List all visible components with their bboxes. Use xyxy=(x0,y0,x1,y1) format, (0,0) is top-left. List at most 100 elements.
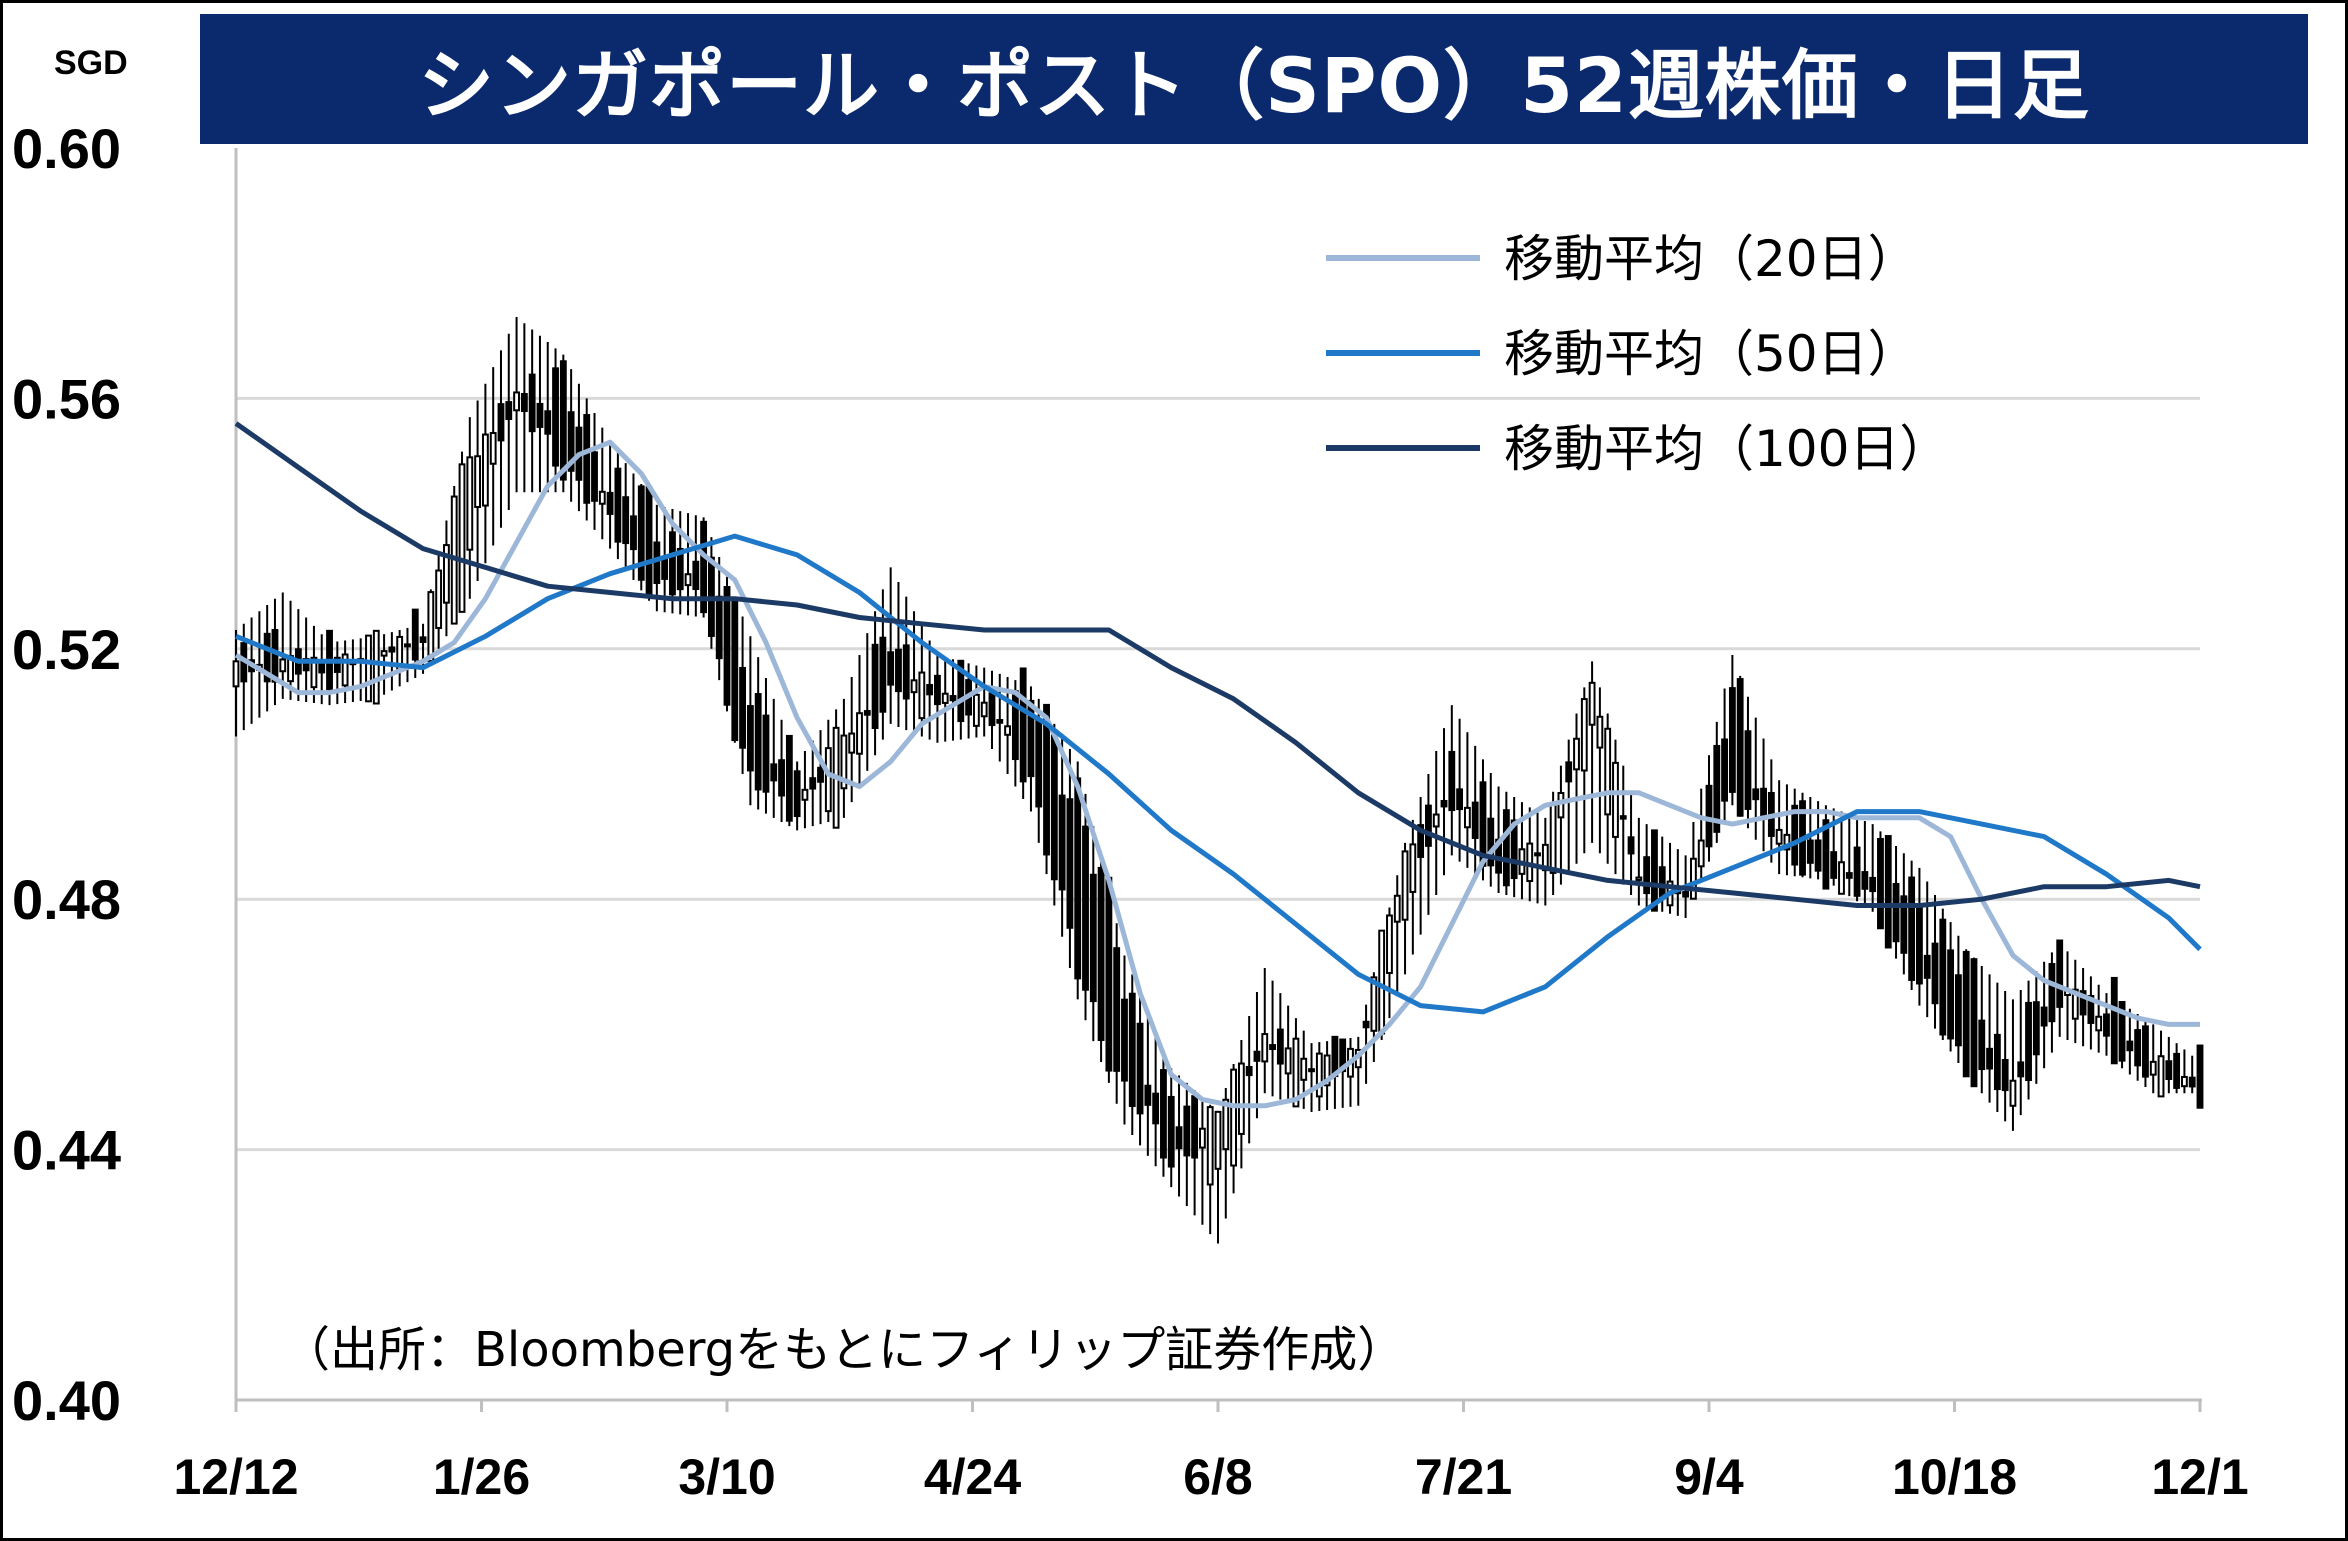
candle-body xyxy=(2079,990,2087,1016)
candle-body xyxy=(809,777,817,790)
candle-body xyxy=(1635,876,1643,881)
candle-body xyxy=(1066,798,1074,929)
candle-body xyxy=(2048,963,2056,1023)
y-tick-label: 0.48 xyxy=(12,868,121,931)
candle-body xyxy=(2165,1060,2173,1081)
candle-body xyxy=(676,547,684,591)
x-tick-label: 6/8 xyxy=(1183,1449,1253,1505)
candle-body xyxy=(746,705,754,772)
candle-body xyxy=(404,643,411,648)
candle-body xyxy=(1378,929,1386,1035)
candle-body xyxy=(1736,678,1744,817)
candle-body xyxy=(435,569,443,629)
candle-body xyxy=(1183,1105,1191,1157)
candle-body xyxy=(637,485,645,581)
candle-body xyxy=(630,515,637,551)
candle-body xyxy=(2087,995,2095,1024)
candle-body xyxy=(505,401,513,420)
candle-body xyxy=(1954,974,1962,1047)
candle-body xyxy=(1612,761,1619,838)
candle-body xyxy=(980,701,988,718)
candle-body xyxy=(1970,958,1978,1088)
candle-body xyxy=(2196,1044,2204,1109)
candle-body xyxy=(528,373,536,433)
candle-body xyxy=(840,734,848,790)
candle-body xyxy=(2142,1025,2149,1078)
candle-body xyxy=(1806,839,1814,864)
candle-body xyxy=(972,693,980,727)
candle-body xyxy=(1043,703,1050,856)
candle-body xyxy=(427,591,435,662)
candle-body xyxy=(778,759,785,797)
candle-body xyxy=(801,788,809,801)
candle-body xyxy=(1627,836,1635,855)
candle-body xyxy=(1393,894,1401,923)
y-tick-label: 0.56 xyxy=(12,367,121,430)
candle-body xyxy=(2071,988,2079,1020)
candle-body xyxy=(1502,809,1510,887)
candle-body xyxy=(1962,950,1970,1078)
candle-body xyxy=(1534,852,1541,857)
candle-body xyxy=(443,544,450,604)
candle-body xyxy=(1074,777,1082,980)
candle-body xyxy=(1136,1022,1144,1115)
candle-body xyxy=(598,490,606,505)
candle-body xyxy=(1019,667,1027,783)
candle-body xyxy=(824,747,832,813)
legend-label: 移動平均（50日） xyxy=(1504,325,1918,383)
x-tick-label: 9/4 xyxy=(1674,1449,1744,1505)
candle-body xyxy=(1401,850,1409,921)
candle-body xyxy=(902,644,910,700)
candle-body xyxy=(1440,799,1448,808)
candle-body xyxy=(762,714,770,793)
source-note: （出所：Bloombergをもとにフィリップ証券作成） xyxy=(282,1322,1405,1378)
candle-body xyxy=(1230,1068,1238,1167)
candle-body xyxy=(1058,794,1066,891)
candle-body xyxy=(1432,813,1440,828)
candle-body xyxy=(1604,727,1612,816)
candle-body xyxy=(1300,1057,1308,1081)
candle-body xyxy=(1884,835,1892,949)
candle-body xyxy=(1448,750,1456,812)
candle-body xyxy=(372,629,380,705)
candle-body xyxy=(481,433,489,507)
candle-body xyxy=(1713,744,1721,833)
candle-body xyxy=(552,367,559,467)
y-axis-ticks: 0.60 0.56 0.52 0.48 0.44 0.40 xyxy=(12,117,121,1432)
candle-body xyxy=(692,560,700,591)
candle-body xyxy=(1292,1037,1300,1108)
ma100-line xyxy=(234,421,2201,908)
candle-body xyxy=(879,636,887,713)
candle-body xyxy=(458,463,466,613)
candle-body xyxy=(536,402,544,428)
candle-body xyxy=(614,467,622,543)
x-tick-label: 3/10 xyxy=(678,1449,775,1505)
candle-body xyxy=(1993,1033,2001,1091)
candle-body xyxy=(1580,698,1588,772)
candle-body xyxy=(684,573,692,587)
candle-body xyxy=(1549,803,1557,874)
candle-body xyxy=(1113,947,1121,1072)
candle-body xyxy=(1191,1095,1199,1159)
y-tick-label: 0.52 xyxy=(12,618,121,681)
candle-body xyxy=(1728,687,1736,793)
candle-body xyxy=(887,651,895,686)
candle-body xyxy=(996,719,1004,724)
candle-body xyxy=(2149,1060,2157,1076)
candle-body xyxy=(1588,681,1596,726)
candle-body xyxy=(1097,866,1105,1042)
candle-body xyxy=(1269,1044,1276,1051)
candle-body xyxy=(1978,1019,1986,1071)
candle-body xyxy=(1775,828,1783,845)
candle-body xyxy=(2095,1015,2103,1032)
candle-body xyxy=(591,451,598,502)
candle-body xyxy=(2110,976,2118,1065)
candle-body xyxy=(700,520,708,614)
candle-body xyxy=(2180,1075,2188,1088)
candle-body xyxy=(474,455,482,508)
candle-body xyxy=(1089,873,1097,1003)
candle-body xyxy=(926,684,934,696)
candle-body xyxy=(1689,857,1697,900)
candle-body xyxy=(1877,838,1884,930)
candle-body xyxy=(910,679,918,694)
